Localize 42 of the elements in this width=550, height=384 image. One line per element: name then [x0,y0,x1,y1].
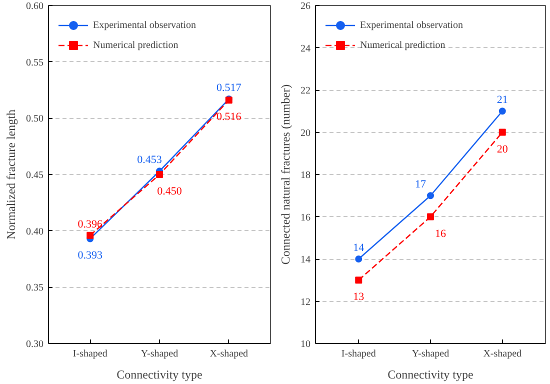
data-label: 0.393 [78,250,103,262]
legend-label: Experimental observation [360,20,464,30]
data-label: 0.517 [216,82,242,94]
data-label: 17 [415,178,426,191]
data-label: 0.453 [137,154,162,166]
data-label: 0.396 [78,218,103,230]
y-tick-label: 0.55 [26,57,44,68]
x-tick-label: Y-shaped [412,348,450,360]
data-label: 14 [353,242,365,254]
x-tick-label: X-shaped [483,348,522,360]
y-tick-label: 0.30 [26,339,44,350]
y-tick-label: 0.40 [26,226,44,238]
legend-label: Numerical prediction [93,40,178,50]
x-tick-label: I-shaped [341,348,376,360]
y-tick-label: 0.60 [26,1,44,12]
y-tick-label: 22 [300,86,310,96]
y-tick-label: 26 [300,1,310,12]
legend-label: Experimental observation [93,20,196,30]
y-tick-label: 14 [300,254,310,266]
y-tick-label: 12 [300,296,310,308]
data-label: 16 [435,228,446,240]
y-tick-label: 20 [300,128,310,139]
y-tick-label: 16 [300,212,310,224]
y-tick-label: 0.45 [26,170,44,181]
x-tick-label: X-shaped [210,348,248,360]
y-tick-label: 0.35 [26,282,44,294]
x-axis-title: Connectivity type [116,368,202,382]
x-tick-label: Y-shaped [140,348,178,360]
y-tick-label: 18 [300,170,310,181]
y-axis-title: Normalized fracture length [4,110,18,240]
data-label: 0.516 [216,111,242,124]
data-label: 20 [496,143,508,156]
y-tick-label: 0.50 [26,114,44,125]
legend-label: Numerical prediction [360,40,446,50]
y-tick-label: 10 [300,339,310,350]
data-label: 13 [353,291,365,304]
y-axis-title: Connected natural fractures (number) [278,84,292,265]
y-tick-label: 24 [300,43,310,54]
data-label: 21 [496,94,508,106]
x-axis-title: Connectivity type [388,368,474,382]
x-tick-label: I-shaped [72,348,108,360]
data-label: 0.450 [157,186,182,198]
